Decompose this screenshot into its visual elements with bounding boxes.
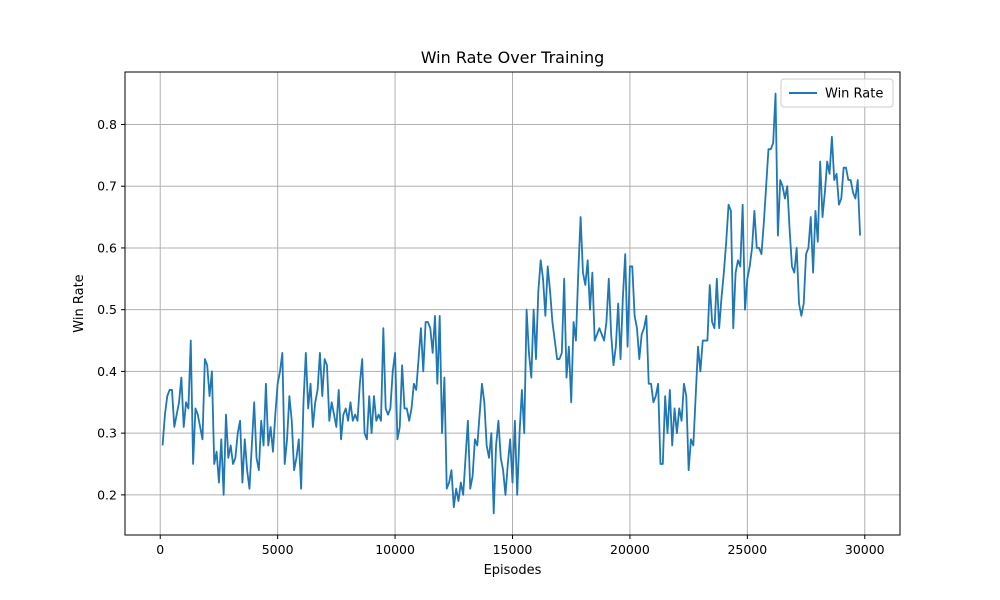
y-tick-label: 0.7 (97, 179, 117, 194)
x-tick-label: 30000 (845, 542, 885, 557)
x-tick-label: 15000 (493, 542, 533, 557)
legend: Win Rate (780, 78, 894, 108)
x-tick-label: 20000 (610, 542, 650, 557)
y-tick-label: 0.5 (97, 302, 117, 317)
legend-box (780, 78, 894, 108)
series-line-win-rate (161, 92, 861, 515)
legend-label-win-rate: Win Rate (825, 87, 883, 102)
chart-title: Win Rate Over Training (421, 48, 605, 67)
axis-ticks: 0 5000 10000 15000 20000 25000 30000 0.2 0.3 0.4 0… (97, 117, 885, 557)
x-tick-label: 0 (156, 542, 164, 557)
y-tick-label: 0.2 (97, 487, 117, 502)
y-tick-label: 0.4 (97, 364, 117, 379)
x-axis-label: Episodes (484, 563, 542, 578)
x-tick-label: 10000 (375, 542, 415, 557)
y-axis-label: Win Rate (72, 274, 87, 332)
x-tick-label: 5000 (262, 542, 294, 557)
y-tick-label: 0.3 (97, 426, 117, 441)
y-tick-label: 0.6 (97, 240, 117, 255)
x-tick-label: 25000 (727, 542, 767, 557)
y-tick-label: 0.8 (97, 117, 117, 132)
grid-lines (125, 72, 900, 535)
series-lines (161, 92, 861, 515)
